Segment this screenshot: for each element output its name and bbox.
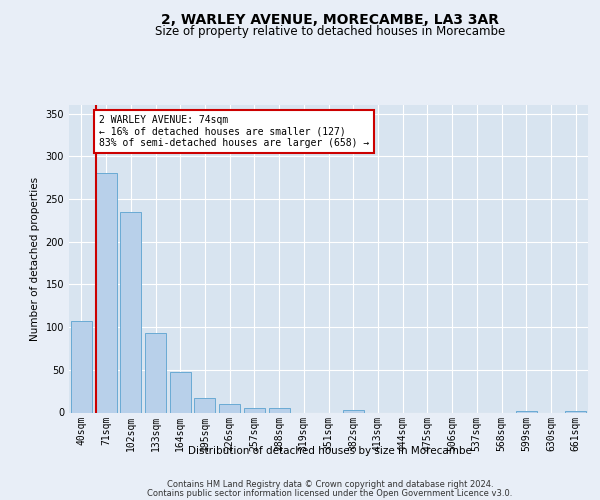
Bar	[565, 411, 586, 412]
Bar	[269, 408, 290, 412]
Bar	[120, 212, 141, 412]
Bar	[343, 410, 364, 412]
Bar	[170, 372, 191, 412]
Bar	[194, 398, 215, 412]
Text: 2, WARLEY AVENUE, MORECAMBE, LA3 3AR: 2, WARLEY AVENUE, MORECAMBE, LA3 3AR	[161, 12, 499, 26]
Bar	[145, 333, 166, 412]
Y-axis label: Number of detached properties: Number of detached properties	[30, 176, 40, 341]
Text: Contains HM Land Registry data © Crown copyright and database right 2024.: Contains HM Land Registry data © Crown c…	[167, 480, 493, 489]
Bar	[516, 411, 537, 412]
Bar	[95, 174, 116, 412]
Text: 2 WARLEY AVENUE: 74sqm
← 16% of detached houses are smaller (127)
83% of semi-de: 2 WARLEY AVENUE: 74sqm ← 16% of detached…	[99, 116, 370, 148]
Bar	[71, 321, 92, 412]
Bar	[244, 408, 265, 412]
Text: Contains public sector information licensed under the Open Government Licence v3: Contains public sector information licen…	[148, 489, 512, 498]
Text: Size of property relative to detached houses in Morecambe: Size of property relative to detached ho…	[155, 25, 505, 38]
Bar	[219, 404, 240, 412]
Text: Distribution of detached houses by size in Morecambe: Distribution of detached houses by size …	[188, 446, 472, 456]
